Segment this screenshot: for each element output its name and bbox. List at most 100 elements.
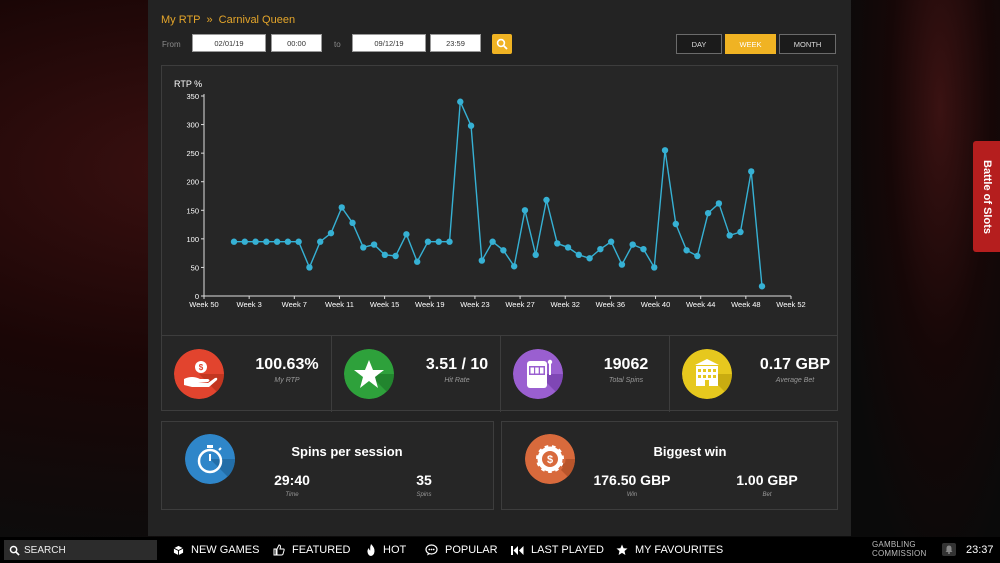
rtp-chart-card: RTP % 0 50 100 150 200 250 300 350 Week 50 Week 3 W… <box>161 65 838 336</box>
data-point <box>564 244 572 251</box>
data-point <box>748 168 755 175</box>
stat-value: 100.63% <box>255 356 319 373</box>
breadcrumb-root[interactable]: My RTP <box>161 14 201 26</box>
x-tick-label: Week 36 <box>596 300 625 309</box>
nav-label: NEW GAMES <box>191 544 260 556</box>
period-month-button[interactable]: MONTH <box>779 34 836 54</box>
data-point <box>640 245 647 253</box>
stat-value: 19062 <box>603 356 649 373</box>
data-point <box>306 264 313 271</box>
data-point <box>489 238 496 245</box>
rtp-line-chart: RTP % 0 50 100 150 200 250 300 350 Week 50 Week 3 W… <box>174 79 806 309</box>
notification-bell-icon[interactable] <box>942 543 956 556</box>
period-week-button[interactable]: WEEK <box>725 34 776 54</box>
nav-last-played[interactable]: LAST PLAYED <box>511 537 604 563</box>
y-tick-label: 300 <box>186 121 199 130</box>
nav-new-games[interactable]: NEW GAMES <box>173 537 259 563</box>
x-tick-label: Week 15 <box>370 300 399 309</box>
nav-my-favourites[interactable]: MY FAVOURITES <box>616 537 723 563</box>
star-icon <box>616 544 628 555</box>
clock: 23:37 <box>966 544 994 556</box>
data-point <box>726 232 733 239</box>
gambling-commission-logo[interactable]: GAMBLING COMMISSION <box>872 540 926 558</box>
x-tick-label: Week 27 <box>505 300 534 309</box>
data-point <box>694 252 701 260</box>
session-time-label: Time <box>285 492 299 498</box>
data-point <box>370 241 378 248</box>
nav-label: POPULAR <box>445 544 498 556</box>
stopwatch-icon <box>185 434 235 484</box>
session-spins-label: Spins <box>416 492 432 498</box>
search-icon <box>9 545 20 556</box>
data-point <box>252 238 259 245</box>
x-tick-label: Week 11 <box>325 300 354 309</box>
gc-line2: COMMISSION <box>872 549 927 558</box>
svg-text:$: $ <box>547 454 553 466</box>
stats-row: $ 100.63% My RTP 3.51 / 10 Hit Rate <box>161 335 838 412</box>
from-time-input[interactable]: 00:00 <box>271 34 322 52</box>
from-date-input[interactable]: 02/01/19 <box>192 34 266 52</box>
apply-filter-button[interactable] <box>492 34 512 54</box>
data-point <box>241 238 248 245</box>
nav-label: MY FAVOURITES <box>635 544 724 556</box>
stat-hit-rate: 3.51 / 10 Hit Rate <box>331 336 501 412</box>
y-tick-label: 200 <box>186 178 199 187</box>
nav-label: HOT <box>383 544 407 556</box>
stat-label: Total Spins <box>608 377 644 384</box>
breadcrumb: My RTP » Carnival Queen <box>161 14 295 26</box>
data-point <box>575 251 583 259</box>
data-point <box>543 196 550 204</box>
x-tick-label: Week 23 <box>460 300 489 309</box>
bet-amount-label: Bet <box>762 492 772 498</box>
win-amount-value: 176.50 GBP <box>593 472 671 488</box>
to-date-input[interactable]: 09/12/19 <box>352 34 426 52</box>
breadcrumb-separator: » <box>206 14 213 26</box>
data-point <box>457 98 464 105</box>
data-point <box>532 251 539 259</box>
x-tick-label: Week 52 <box>776 300 805 309</box>
data-point <box>284 238 292 245</box>
data-point <box>360 244 367 251</box>
nav-label: LAST PLAYED <box>531 544 604 556</box>
data-point <box>618 261 626 268</box>
series-line <box>234 101 763 287</box>
search-icon <box>496 38 508 50</box>
y-tick-label: 50 <box>191 263 199 272</box>
search-input[interactable]: SEARCH <box>4 540 157 560</box>
period-day-button[interactable]: DAY <box>676 34 722 54</box>
battle-of-slots-label: Battle of Slots <box>980 159 993 234</box>
x-tick-label: Week 44 <box>686 300 715 309</box>
data-point <box>381 251 389 259</box>
stat-my-rtp: $ 100.63% My RTP <box>162 336 331 412</box>
data-point <box>758 283 766 290</box>
data-point <box>230 238 238 245</box>
data-point <box>263 238 270 245</box>
data-point <box>607 238 615 245</box>
data-point <box>683 247 690 254</box>
data-point <box>295 238 302 245</box>
breadcrumb-current: Carnival Queen <box>218 14 296 26</box>
data-point <box>586 255 593 262</box>
bottom-nav-bar: SEARCH NEW GAMES FEATURED HOT POPULAR LA… <box>0 537 1000 563</box>
stat-total-spins: 19062 Total Spins <box>500 336 670 412</box>
nav-hot[interactable]: HOT <box>366 537 406 563</box>
nav-featured[interactable]: FEATURED <box>273 537 350 563</box>
slot-machine-icon <box>513 349 563 399</box>
battle-of-slots-tab[interactable]: Battle of Slots <box>973 141 1000 252</box>
data-point <box>403 231 410 238</box>
x-tick-label: Week 50 <box>189 300 218 309</box>
casino-building-icon <box>682 349 732 399</box>
data-point <box>435 238 442 245</box>
stat-label: My RTP <box>274 377 300 384</box>
search-label: SEARCH <box>24 544 66 556</box>
data-point <box>392 252 399 260</box>
to-time-input[interactable]: 23:59 <box>430 34 481 52</box>
nav-popular[interactable]: POPULAR <box>425 537 498 563</box>
data-point <box>521 207 529 214</box>
thumbs-up-icon <box>273 544 285 556</box>
data-point <box>715 200 723 207</box>
background-right <box>850 0 1000 540</box>
stat-label: Average Bet <box>775 377 815 384</box>
data-point <box>478 257 486 264</box>
hand-coin-icon: $ <box>174 349 224 399</box>
